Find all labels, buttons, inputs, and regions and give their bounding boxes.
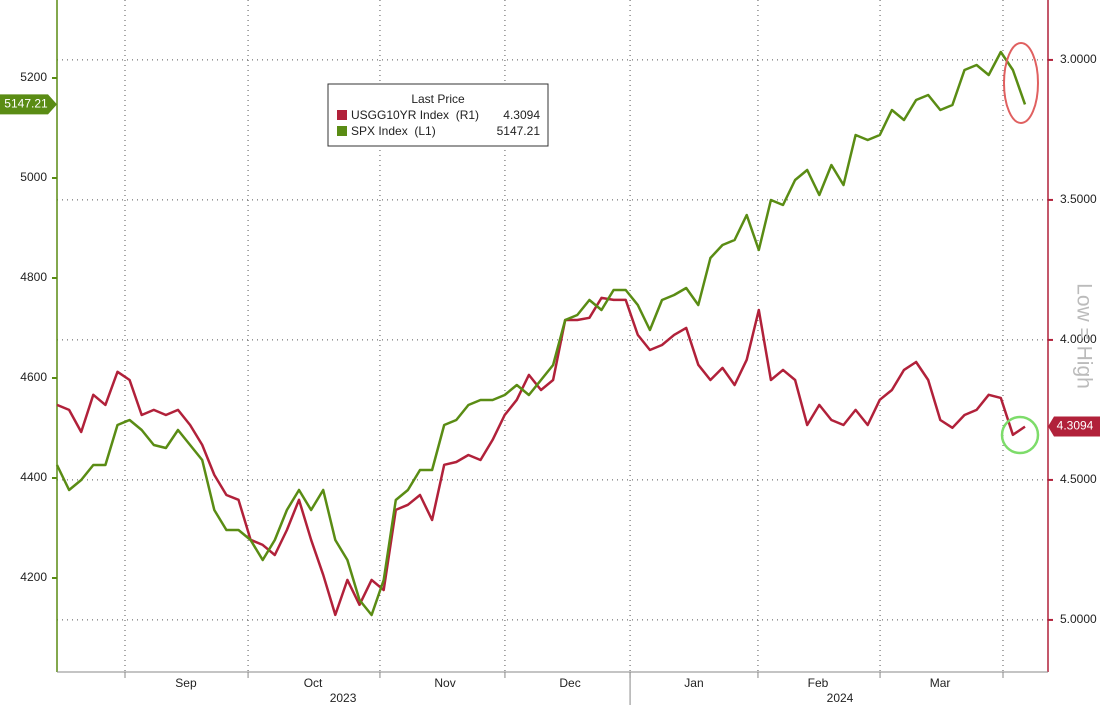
axis-note: Low = High xyxy=(1072,283,1095,389)
y2-tick-label: 3.5000 xyxy=(1060,192,1097,206)
y-tick-label: 4400 xyxy=(20,470,47,484)
series-line xyxy=(56,296,1026,617)
y2-tick-label: 3.0000 xyxy=(1060,52,1097,66)
x-tick-label: Nov xyxy=(434,676,455,690)
last-value-tag xyxy=(0,94,57,115)
axes: 4200 4400 4600 4800 5000 5200 3.0000 3.5000 4.00… xyxy=(20,0,1097,705)
year-label: 2023 xyxy=(330,691,357,705)
y-tick-label: 4600 xyxy=(20,370,47,384)
legend-value: 5147.21 xyxy=(497,124,541,138)
x-tick-label: Dec xyxy=(559,676,580,690)
legend: Last Price USGG10YR Index (R1) 4.3094 SP… xyxy=(327,83,549,147)
x-tick-label: Mar xyxy=(930,676,951,690)
y2-tick-label: 4.5000 xyxy=(1060,472,1097,486)
y-tick-label: 5200 xyxy=(20,70,47,84)
legend-label: USGG10YR Index (R1) xyxy=(351,108,479,122)
last-value-label: 5147.21 xyxy=(4,97,48,111)
highlight-circle xyxy=(1000,415,1040,455)
legend-box xyxy=(327,83,549,147)
legend-label: SPX Index (L1) xyxy=(351,124,436,138)
tags: 4.3094 5147.21 xyxy=(0,94,1100,437)
legend-swatch xyxy=(337,126,347,136)
grid xyxy=(57,0,1048,672)
lines xyxy=(55,50,1027,617)
highlight-circle xyxy=(1003,42,1039,124)
y-tick-label: 5000 xyxy=(20,170,47,184)
x-tick-label: Jan xyxy=(684,676,703,690)
y2-tick-label: 5.0000 xyxy=(1060,612,1097,626)
x-tick-label: Sep xyxy=(175,676,197,690)
legend-swatch xyxy=(337,110,347,120)
series-line xyxy=(55,50,1027,617)
x-tick-label: Oct xyxy=(304,676,323,690)
legend-value: 4.3094 xyxy=(503,108,540,122)
y2-tick-label: 4.0000 xyxy=(1060,332,1097,346)
year-label: 2024 xyxy=(827,691,854,705)
y-tick-label: 4800 xyxy=(20,270,47,284)
last-value-label: 4.3094 xyxy=(1057,419,1094,433)
last-value-tag xyxy=(1048,416,1100,437)
y-tick-label: 4200 xyxy=(20,570,47,584)
legend-title: Last Price xyxy=(411,92,465,106)
x-tick-label: Feb xyxy=(808,676,829,690)
